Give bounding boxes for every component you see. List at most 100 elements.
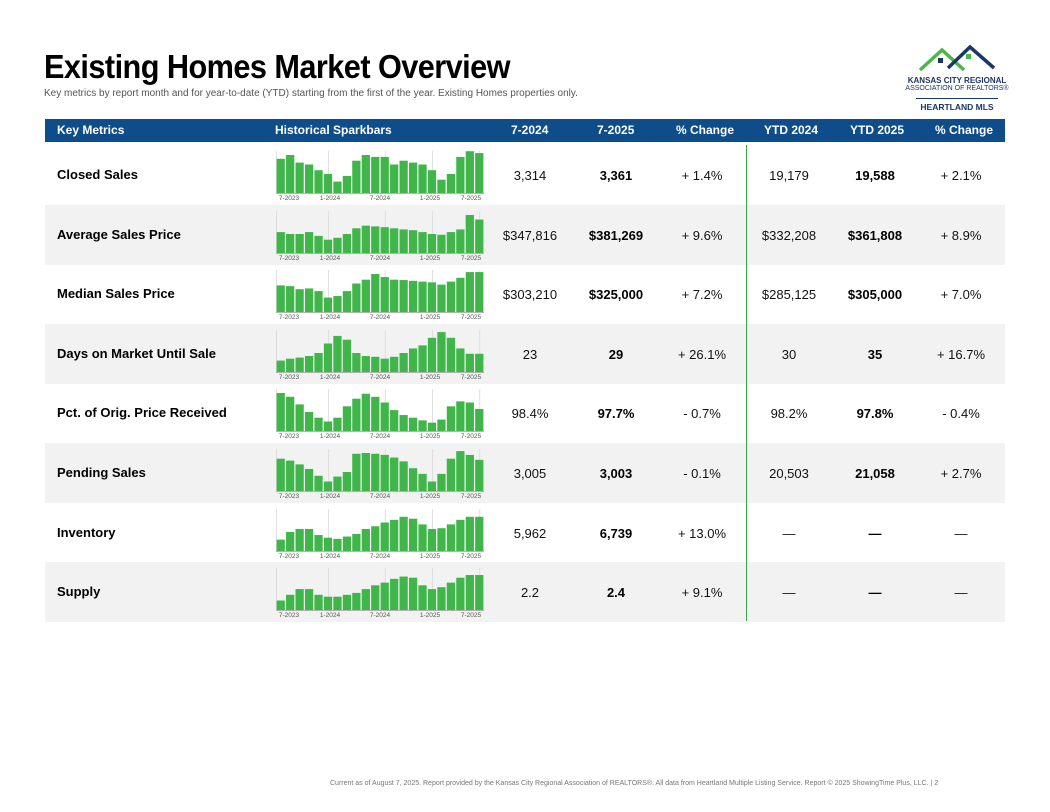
sparkbar-axis-label: 7-2025 (461, 553, 482, 559)
sparkbar (380, 226, 389, 253)
value-m2025: 3,003 (599, 466, 633, 481)
sparkbar (418, 523, 427, 551)
sparkbar (323, 343, 333, 372)
sparkbar (399, 516, 408, 551)
sparkbar (286, 233, 295, 253)
value-mchg: + 26.1% (677, 346, 727, 362)
sparkbar (333, 538, 342, 551)
sparkbar (446, 281, 456, 313)
sparkbar (276, 600, 285, 611)
sparkbar (342, 594, 352, 611)
table-header: Key Metrics Historical Sparkbars 7-2024 … (45, 119, 1005, 142)
sparkbar (286, 358, 295, 372)
sparkbar-axis-label: 7-2024 (370, 553, 391, 559)
table-row: Median Sales Price 7-2023 1-2024 7-2024 1-20… (45, 264, 1005, 324)
sparkbar (390, 279, 399, 313)
sparkbar (399, 576, 408, 611)
sparkbar (352, 352, 361, 372)
sparkbar (295, 162, 304, 193)
sparkbar (418, 585, 427, 611)
sparkbar (399, 461, 408, 491)
sparkbar (456, 577, 465, 611)
value-m2025: 2.4 (606, 585, 626, 601)
sparkbar (314, 352, 323, 372)
sparkbar (427, 423, 437, 432)
sparkbar-axis-label: 7-2023 (279, 612, 300, 618)
sparkbar (304, 528, 314, 551)
sparkbar (427, 282, 437, 313)
sparkbar-axis-label: 1-2025 (420, 493, 441, 499)
sparkbar (361, 589, 370, 611)
sparkbar (437, 419, 446, 432)
sparkbar-chart: 7-2023 1-2024 7-2024 1-2025 7-2025 (276, 568, 484, 618)
sparkbar (295, 589, 304, 611)
sparkbar-chart: 7-2023 1-2024 7-2024 1-2025 7-2025 (276, 508, 484, 559)
value-m2025: 29 (608, 346, 624, 362)
sparkbar (333, 596, 342, 611)
sparkbar (352, 160, 361, 193)
sparkbar (390, 356, 399, 372)
sparkbar-axis-label: 1-2024 (320, 374, 341, 380)
sparkbar (380, 454, 389, 491)
sparkbar (465, 272, 474, 313)
sparkbar (380, 277, 389, 313)
sparkbar (342, 175, 352, 193)
sparkbar (390, 227, 399, 253)
metric-label: Days on Market Until Sale (57, 345, 216, 361)
sparkbar (295, 289, 304, 313)
sparkbar (437, 473, 446, 491)
sparkbar (314, 170, 323, 193)
sparkbar (314, 235, 323, 253)
header-sparkbars: Historical Sparkbars (275, 123, 392, 137)
sparkbar (390, 410, 399, 432)
sparkbar (286, 155, 295, 193)
sparkbar (276, 231, 285, 253)
sparkbar (276, 458, 285, 491)
footer-note: Current as of August 7, 2025. Report pro… (330, 780, 939, 787)
sparkbar (475, 153, 484, 193)
sparkbar (286, 594, 295, 611)
sparkbar-axis-label: 1-2025 (420, 314, 441, 320)
sparkbar (456, 451, 465, 491)
sparkbar (295, 233, 304, 253)
sparkbar (314, 475, 323, 491)
sparkbar (371, 274, 380, 313)
sparkbar (333, 296, 342, 313)
table-row: Pending Sales 7-2023 1-2024 7-2024 1-2025 7-2… (45, 443, 1005, 503)
sparkbar (333, 476, 342, 491)
sparkbar (427, 337, 437, 372)
header-ytd-change: % Change (935, 123, 994, 137)
sparkbar (276, 285, 285, 313)
sparkbar-axis-label: 7-2025 (461, 195, 482, 201)
sparkbar (418, 345, 427, 372)
metric-label: Average Sales Price (57, 226, 181, 242)
sparkbar-axis-label: 1-2024 (320, 553, 341, 559)
sparkbar-chart: 7-2023 1-2024 7-2024 1-2025 7-2025 (276, 270, 484, 320)
sparkbar (380, 582, 389, 611)
sparkbar-axis-label: 7-2023 (279, 374, 300, 380)
metric-label: Supply (57, 584, 101, 600)
table-row: Days on Market Until Sale 7-2023 1-2024 7-2… (45, 323, 1005, 384)
sparkbar (390, 457, 399, 491)
page-title: Existing Homes Market Overview (44, 48, 511, 85)
sparkbar (371, 525, 380, 551)
sparkbar (437, 587, 446, 611)
sparkbar-axis-label: 7-2023 (279, 433, 300, 439)
sparkbar (342, 339, 352, 372)
logo-line-3: HEARTLAND MLS (920, 102, 994, 112)
sparkbar (399, 160, 408, 193)
logo-line-2: ASSOCIATION OF REALTORS® (905, 85, 1009, 92)
sparkbar (475, 353, 484, 372)
sparkbar-axis-label: 7-2024 (370, 195, 391, 201)
sparkbar (380, 402, 389, 432)
sparkbar (380, 358, 389, 372)
sparkbar (446, 406, 456, 432)
sparkbar (342, 233, 352, 253)
metric-label: Median Sales Price (57, 286, 175, 302)
sparkbar-axis-label: 7-2024 (370, 255, 391, 261)
sparkbar (276, 158, 285, 193)
value-ychg: + 16.7% (936, 346, 986, 362)
value-mchg: - 0.1% (683, 466, 721, 481)
sparkbar (427, 170, 437, 193)
sparkbar (437, 179, 446, 193)
